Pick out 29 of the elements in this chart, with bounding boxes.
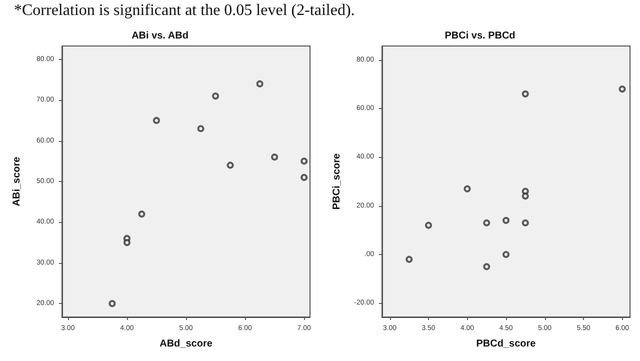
x-axis-title: PBCd_score bbox=[476, 338, 536, 350]
point bbox=[152, 116, 160, 124]
point bbox=[406, 256, 413, 263]
point bbox=[108, 300, 116, 308]
text: *Correlation is significant at the 0.05 level (2-tailed). bbox=[14, 1, 356, 21]
point bbox=[138, 210, 146, 218]
point bbox=[425, 222, 432, 229]
chart-title: ABi vs. ABd bbox=[132, 30, 188, 42]
y-axis-title: PBCi_score bbox=[332, 152, 342, 210]
point bbox=[483, 263, 490, 270]
point bbox=[502, 250, 510, 258]
x-axis-title: ABd_score bbox=[160, 338, 213, 350]
point bbox=[522, 219, 529, 226]
point bbox=[522, 192, 529, 200]
y-axis-title: ABi_score bbox=[12, 156, 22, 206]
point bbox=[256, 80, 264, 88]
point bbox=[197, 125, 204, 132]
point bbox=[300, 174, 308, 181]
point bbox=[123, 239, 130, 246]
point bbox=[226, 162, 234, 169]
point bbox=[271, 154, 278, 161]
point bbox=[618, 86, 626, 93]
point bbox=[212, 92, 220, 100]
chart-title: PBCi vs. PBCd bbox=[444, 30, 516, 42]
point bbox=[522, 90, 529, 98]
point bbox=[502, 216, 510, 224]
point bbox=[300, 158, 308, 165]
point bbox=[464, 185, 471, 192]
point bbox=[483, 219, 490, 226]
